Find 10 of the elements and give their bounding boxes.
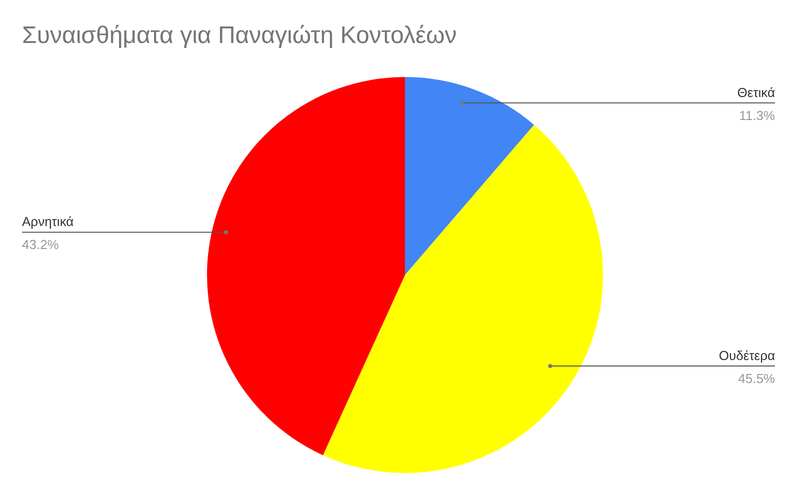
chart-title: Συναισθήματα για Παναγιώτη Κοντολέων [22,22,457,50]
slice-label: Θετικά [737,84,776,100]
data-label: 43.2% [22,237,60,252]
data-label: 45.5% [738,370,776,386]
slice-label: Αρνητικά [22,214,74,230]
pie-slice [322,124,603,473]
slice-label: Ουδέτερα [718,348,776,363]
pie-slice [207,77,405,456]
data-label: 11.3% [739,108,776,123]
pie-slice [405,77,534,275]
